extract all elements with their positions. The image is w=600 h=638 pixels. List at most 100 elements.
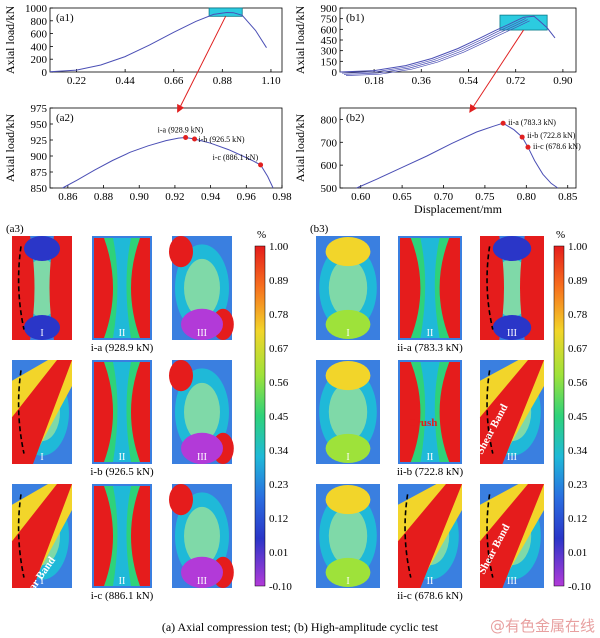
x-tick-label: 0.88	[213, 75, 233, 87]
colorbar-unit: %	[257, 229, 266, 241]
strain-map-tile: I	[12, 236, 72, 340]
data-point	[183, 135, 189, 141]
strain-map-tile: III	[169, 484, 234, 589]
y-tick-label: 300	[321, 46, 338, 58]
column-label: II	[427, 328, 434, 339]
strain-map-tile: I	[12, 360, 72, 464]
strain-region-mid	[184, 382, 220, 442]
series-line	[339, 15, 556, 73]
data-point	[258, 162, 264, 168]
point-label: ii-b (722.8 kN)	[527, 131, 576, 140]
y-tick-label: 0	[42, 67, 48, 79]
point-label: ii-a (783.3 kN)	[508, 118, 556, 127]
colorbar-tick-label: 0.56	[568, 377, 588, 389]
colorbar-tick-label: -0.10	[269, 581, 292, 593]
series-line	[49, 11, 267, 73]
strain-region-low	[113, 486, 131, 586]
strain-region-mid	[325, 433, 371, 463]
colorbar: %1.00 0.89 0.78 0.67 0.56 0.45 0.34 0.23 0.12 0.0…	[553, 229, 591, 593]
y-axis-label: Axial load/kN	[293, 6, 307, 75]
strain-map-tile: II	[92, 236, 152, 340]
shear-band-outline	[486, 370, 494, 454]
chart-a2: 0.86 0.88 0.90 0.92 0.94 0.96 0.98 850 875 900 925…	[3, 103, 292, 203]
strain-map-tile: II	[92, 484, 152, 588]
strain-map-tile: III	[480, 236, 544, 340]
strain-map-tile: I	[12, 484, 72, 588]
strain-region-min	[24, 315, 60, 340]
strain-region-high	[169, 484, 193, 516]
y-tick-label: 400	[31, 41, 48, 53]
strain-map-tile: III	[169, 360, 234, 464]
x-axis-label: Displacement/mm	[414, 202, 503, 216]
strain-map-tile: II	[398, 484, 462, 588]
y-tick-label: 800	[321, 114, 338, 126]
column-label: I	[346, 452, 349, 463]
strain-region-min	[492, 236, 532, 261]
colorbar-unit: %	[556, 229, 565, 241]
x-tick-label: 0.88	[94, 191, 114, 203]
y-tick-label: 800	[31, 16, 48, 28]
x-tick-label: 0.75	[475, 191, 495, 203]
colorbar-tick-label: 0.12	[568, 513, 587, 525]
cycle-loop	[345, 20, 530, 76]
strain-map-tile: III	[480, 484, 544, 588]
x-tick-label: 0.72	[506, 75, 525, 87]
watermark: @有色金属在线	[490, 617, 595, 635]
panel-label: (b3)	[310, 223, 329, 235]
x-tick-label: 0.18	[364, 75, 384, 87]
plot-frame	[49, 7, 283, 73]
strain-map-tile: II	[398, 236, 462, 340]
point-label: i-a (928.9 kN)	[158, 126, 204, 135]
x-tick-label: 0.54	[459, 75, 479, 87]
shear-band-outline	[404, 494, 412, 578]
x-tick-label: 0.86	[58, 191, 78, 203]
column-label: I	[346, 576, 349, 587]
y-tick-label: 750	[321, 14, 338, 26]
y-axis-label: Axial load/kN	[3, 6, 17, 75]
colorbar-tick-label: 1.00	[568, 241, 588, 253]
strain-region-high	[12, 360, 72, 464]
strain-map-tile: II	[398, 360, 462, 464]
strain-region-high	[480, 484, 544, 588]
colorbar-tick-label: 0.01	[568, 547, 587, 559]
y-tick-label: 700	[321, 137, 338, 149]
column-label: II	[427, 576, 434, 587]
strain-region-high	[169, 360, 193, 392]
strain-region-mid	[328, 506, 368, 566]
strain-region-low	[420, 238, 440, 338]
strain-map-tile: III	[169, 236, 234, 340]
cycle-loop	[343, 19, 528, 75]
strain-region-high	[520, 236, 544, 340]
row-label: ii-b (722.8 kN)	[397, 466, 464, 478]
annotation-text: Crush	[408, 417, 437, 429]
plot-frame	[339, 107, 577, 189]
x-tick-label: 0.94	[201, 191, 221, 203]
y-tick-label: 500	[321, 183, 338, 195]
strain-region-high	[398, 484, 462, 588]
y-tick-label: 900	[321, 3, 338, 15]
panel-label: (b2)	[346, 112, 365, 124]
shear-band-outline	[486, 246, 494, 330]
y-tick-label: 975	[31, 103, 48, 115]
x-tick-label: 1.10	[261, 75, 281, 87]
colorbar-tick-label: 0.34	[568, 445, 588, 457]
column-label: III	[197, 452, 207, 463]
column-label: I	[40, 452, 43, 463]
strain-region-mid	[325, 309, 371, 339]
colorbar-tick-label: 0.56	[269, 377, 289, 389]
y-axis-label: Axial load/kN	[293, 114, 307, 183]
y-tick-label: 875	[31, 167, 48, 179]
shear-band-outline	[17, 246, 25, 330]
data-point	[500, 120, 506, 126]
strain-region-high	[480, 236, 504, 340]
row-label: i-c (886.1 kN)	[91, 590, 154, 602]
colorbar-tick-label: -0.10	[568, 581, 591, 593]
panel-label: (a1)	[56, 12, 74, 24]
strain-region-mid	[328, 258, 368, 318]
strain-region-high	[480, 360, 544, 464]
